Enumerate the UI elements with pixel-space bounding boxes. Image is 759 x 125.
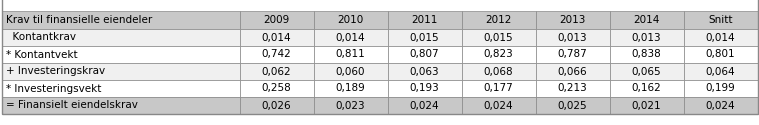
Bar bbox=[609, 29, 684, 46]
Bar bbox=[2, 46, 240, 63]
Text: 0,068: 0,068 bbox=[483, 66, 513, 76]
Bar bbox=[388, 11, 461, 29]
Text: 0,015: 0,015 bbox=[410, 32, 439, 42]
Bar bbox=[388, 80, 461, 97]
Text: 0,742: 0,742 bbox=[262, 50, 291, 59]
Bar bbox=[313, 80, 388, 97]
Bar bbox=[2, 97, 240, 114]
Text: 0,199: 0,199 bbox=[706, 84, 735, 94]
Bar bbox=[240, 97, 313, 114]
Text: 0,025: 0,025 bbox=[558, 100, 587, 110]
Text: + Investeringskrav: + Investeringskrav bbox=[7, 66, 106, 76]
Bar bbox=[536, 80, 609, 97]
Bar bbox=[388, 46, 461, 63]
Bar bbox=[609, 46, 684, 63]
Text: 2011: 2011 bbox=[411, 15, 438, 25]
Text: 0,024: 0,024 bbox=[706, 100, 735, 110]
Text: 0,811: 0,811 bbox=[335, 50, 365, 59]
Text: 0,024: 0,024 bbox=[410, 100, 439, 110]
Bar bbox=[536, 11, 609, 29]
Text: 0,258: 0,258 bbox=[262, 84, 291, 94]
Bar bbox=[313, 11, 388, 29]
Text: 0,787: 0,787 bbox=[558, 50, 587, 59]
Text: 0,013: 0,013 bbox=[558, 32, 587, 42]
Text: 0,013: 0,013 bbox=[631, 32, 661, 42]
Text: 0,807: 0,807 bbox=[410, 50, 439, 59]
Text: Kontantkrav: Kontantkrav bbox=[7, 32, 77, 42]
Bar bbox=[2, 63, 240, 80]
Text: 0,838: 0,838 bbox=[631, 50, 661, 59]
Bar bbox=[609, 97, 684, 114]
Text: 0,064: 0,064 bbox=[706, 66, 735, 76]
Bar bbox=[2, 29, 240, 46]
Text: Snitt: Snitt bbox=[708, 15, 732, 25]
Text: Krav til finansielle eiendeler: Krav til finansielle eiendeler bbox=[7, 15, 153, 25]
Bar bbox=[684, 46, 757, 63]
Bar bbox=[536, 29, 609, 46]
Text: 0,026: 0,026 bbox=[262, 100, 291, 110]
Bar bbox=[609, 80, 684, 97]
Text: 0,014: 0,014 bbox=[706, 32, 735, 42]
Bar bbox=[313, 97, 388, 114]
Bar bbox=[536, 63, 609, 80]
Bar bbox=[684, 97, 757, 114]
Bar bbox=[388, 29, 461, 46]
Bar bbox=[240, 63, 313, 80]
Text: 0,021: 0,021 bbox=[631, 100, 661, 110]
Text: 2010: 2010 bbox=[337, 15, 364, 25]
Bar bbox=[313, 46, 388, 63]
Text: 0,014: 0,014 bbox=[262, 32, 291, 42]
Text: 0,162: 0,162 bbox=[631, 84, 661, 94]
Text: 0,014: 0,014 bbox=[335, 32, 365, 42]
Text: 0,015: 0,015 bbox=[483, 32, 513, 42]
Text: 0,177: 0,177 bbox=[483, 84, 513, 94]
Bar bbox=[684, 11, 757, 29]
Bar bbox=[684, 80, 757, 97]
Text: 2014: 2014 bbox=[633, 15, 660, 25]
Text: 0,063: 0,063 bbox=[410, 66, 439, 76]
Text: = Finansielt eiendelskrav: = Finansielt eiendelskrav bbox=[7, 100, 138, 110]
Bar bbox=[609, 11, 684, 29]
Bar bbox=[461, 46, 536, 63]
Text: 0,193: 0,193 bbox=[410, 84, 439, 94]
Bar bbox=[684, 29, 757, 46]
Text: 2013: 2013 bbox=[559, 15, 586, 25]
Text: 0,066: 0,066 bbox=[558, 66, 587, 76]
Bar bbox=[240, 46, 313, 63]
Bar bbox=[388, 63, 461, 80]
Bar bbox=[2, 11, 240, 29]
Text: 0,060: 0,060 bbox=[335, 66, 365, 76]
Bar bbox=[313, 63, 388, 80]
Text: 0,024: 0,024 bbox=[483, 100, 513, 110]
Text: 0,023: 0,023 bbox=[335, 100, 365, 110]
Bar bbox=[609, 63, 684, 80]
Bar bbox=[240, 80, 313, 97]
Text: 2009: 2009 bbox=[263, 15, 290, 25]
Bar bbox=[313, 29, 388, 46]
Bar bbox=[461, 11, 536, 29]
Text: 2012: 2012 bbox=[485, 15, 512, 25]
Bar bbox=[388, 97, 461, 114]
Text: 0,213: 0,213 bbox=[558, 84, 587, 94]
Bar bbox=[2, 80, 240, 97]
Bar bbox=[461, 80, 536, 97]
Bar bbox=[461, 63, 536, 80]
Bar bbox=[536, 97, 609, 114]
Bar bbox=[461, 97, 536, 114]
Text: 0,823: 0,823 bbox=[483, 50, 513, 59]
Text: 0,801: 0,801 bbox=[706, 50, 735, 59]
Text: * Investeringsvekt: * Investeringsvekt bbox=[7, 84, 102, 94]
Text: 0,065: 0,065 bbox=[631, 66, 661, 76]
Bar bbox=[684, 63, 757, 80]
Bar bbox=[461, 29, 536, 46]
Bar bbox=[536, 46, 609, 63]
Bar bbox=[240, 11, 313, 29]
Text: 0,189: 0,189 bbox=[335, 84, 365, 94]
Text: 0,062: 0,062 bbox=[262, 66, 291, 76]
Bar bbox=[240, 29, 313, 46]
Text: * Kontantvekt: * Kontantvekt bbox=[7, 50, 78, 59]
